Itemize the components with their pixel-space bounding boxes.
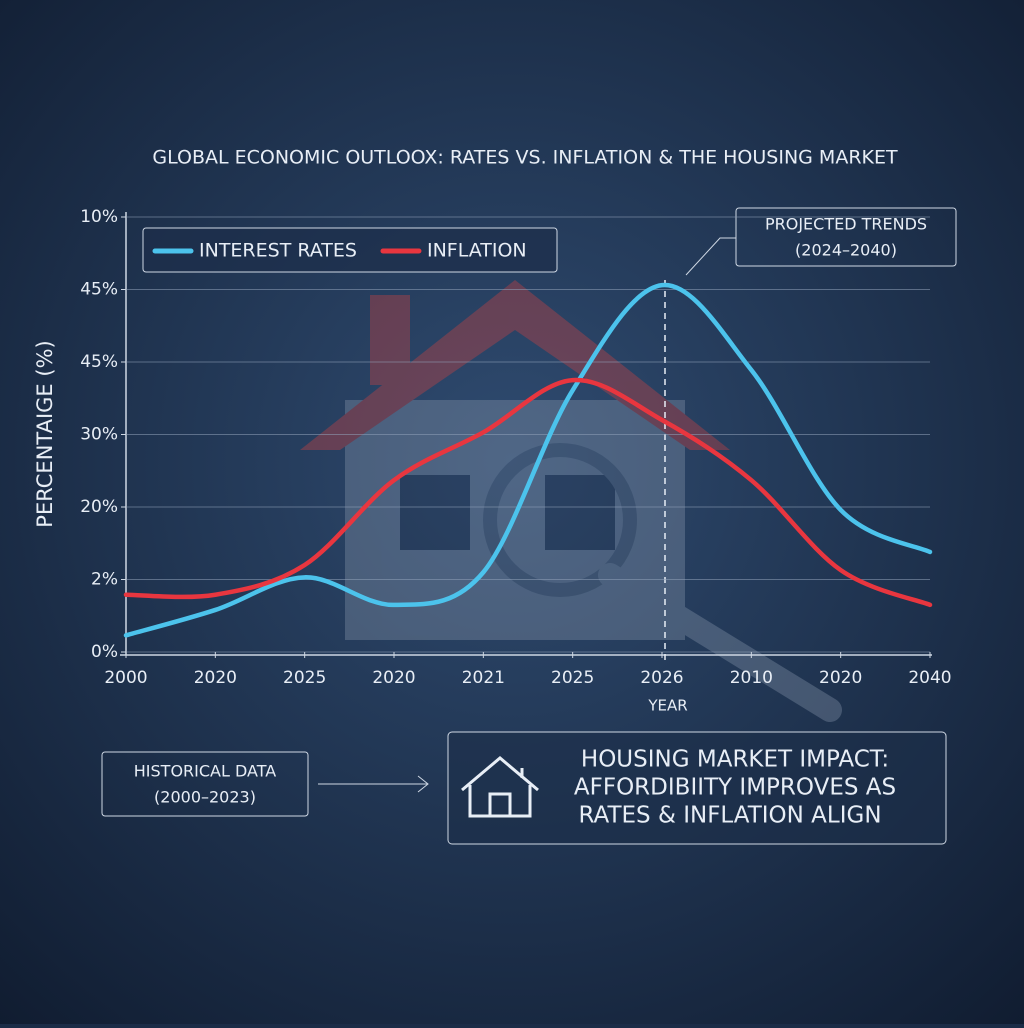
projected-range: (2024–2040) xyxy=(795,241,897,260)
impact-line: HOUSING MARKET IMPACT: xyxy=(581,747,889,773)
chart-title: GLOBAL ECONOMIC OUTLOOX: RATES VS. INFLA… xyxy=(152,147,898,169)
y-tick-label: 20% xyxy=(80,497,118,517)
series-line xyxy=(123,377,933,608)
y-tick-label: 45% xyxy=(80,280,118,300)
x-tick-label: 2020 xyxy=(194,668,237,688)
y-tick-label: 10% xyxy=(80,207,118,227)
legend-box xyxy=(142,227,558,273)
series-line xyxy=(123,282,933,638)
projected-title: PROJECTED TRENDS xyxy=(765,215,927,234)
y-tick-label: 0% xyxy=(91,642,118,662)
house-icon xyxy=(461,756,539,818)
projected-box xyxy=(735,207,957,267)
y-tick-label: 30% xyxy=(80,425,118,445)
x-tick-label: 2020 xyxy=(819,668,862,688)
impact-line: AFFORDIBIITY IMPROVES AS xyxy=(574,775,896,801)
historical-arrow-head xyxy=(417,775,429,793)
x-tick-label: 2026 xyxy=(640,668,683,688)
projected-pointer xyxy=(685,237,736,276)
historical-range: (2000–2023) xyxy=(154,788,256,807)
legend-label: INTEREST RATES xyxy=(199,240,357,262)
x-tick-label: 2000 xyxy=(104,668,147,688)
x-tick-label: 2025 xyxy=(283,668,326,688)
x-tick-label: 2020 xyxy=(372,668,415,688)
x-tick-label: 2021 xyxy=(462,668,505,688)
historical-title: HISTORICAL DATA xyxy=(134,762,277,781)
impact-box xyxy=(447,731,947,845)
x-tick-label: 2010 xyxy=(730,668,773,688)
impact-line: RATES & INFLATION ALIGN xyxy=(578,803,881,829)
y-tick-label: 2% xyxy=(91,570,118,590)
x-axis-label: YEAR xyxy=(647,697,687,715)
historical-box xyxy=(101,751,309,817)
x-tick-label: 2025 xyxy=(551,668,594,688)
x-tick-label: 2040 xyxy=(908,668,951,688)
y-tick-label: 45% xyxy=(80,352,118,372)
y-axis-label: PERCENTAIGE (%) xyxy=(33,340,57,527)
legend-label: INFLATION xyxy=(427,240,527,262)
